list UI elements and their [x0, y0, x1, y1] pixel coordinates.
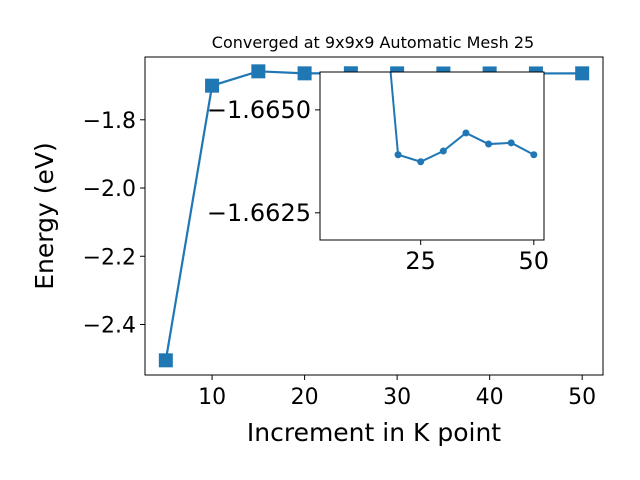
marker — [251, 64, 266, 79]
y-tick-label: −1.8 — [83, 109, 136, 134]
x-tick-label: 10 — [198, 385, 226, 410]
marker — [507, 139, 515, 147]
marker — [530, 151, 538, 159]
y-tick-label: −2.4 — [83, 314, 136, 339]
y-tick-label: −2.2 — [83, 245, 136, 270]
y-tick-label: −2.0 — [83, 177, 136, 202]
marker — [485, 140, 493, 148]
axes-frame — [144, 56, 604, 376]
marker — [417, 158, 425, 166]
marker — [439, 147, 447, 155]
x-axis-label: Increment in K point — [247, 418, 501, 447]
line — [389, 72, 535, 163]
marker — [394, 151, 402, 159]
x-tick-label: 30 — [383, 385, 411, 410]
chart-title: Converged at 9x9x9 Automatic Mesh 25 — [212, 33, 534, 52]
marker — [297, 66, 312, 81]
axes-frame — [319, 71, 545, 241]
y-axis-label: Energy (eV) — [30, 142, 59, 289]
x-tick-label: 50 — [568, 385, 596, 410]
x-tick-label: 25 — [405, 247, 436, 275]
marker — [158, 353, 173, 368]
x-tick-label: 50 — [519, 247, 550, 275]
y-tick-label: −1.6650 — [207, 96, 311, 124]
marker — [205, 78, 220, 93]
series — [389, 72, 538, 166]
x-tick-label: 40 — [476, 385, 504, 410]
x-tick-label: 20 — [291, 385, 319, 410]
marker — [575, 66, 590, 81]
marker — [462, 129, 470, 137]
y-tick-label: −1.6625 — [207, 199, 311, 227]
